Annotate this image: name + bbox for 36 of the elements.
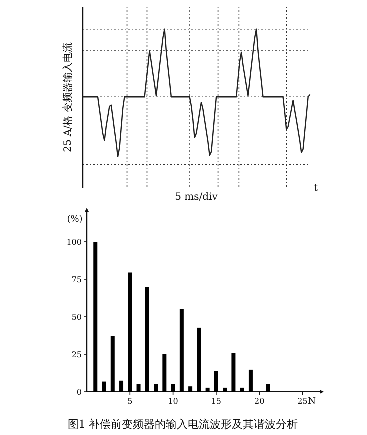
bar bbox=[171, 384, 176, 392]
bar bbox=[154, 384, 158, 392]
x-axis-title: N bbox=[308, 397, 316, 407]
bar bbox=[266, 384, 270, 392]
y-tick-label: 50 bbox=[72, 313, 82, 322]
bar bbox=[223, 388, 228, 392]
bar bbox=[110, 336, 115, 392]
x-tick-label: 10 bbox=[168, 397, 178, 406]
x-tick-label: 25 bbox=[298, 397, 308, 406]
bar bbox=[197, 328, 202, 392]
bar bbox=[162, 354, 167, 392]
y-axis-title: 25 A/格 变频器输入电流 bbox=[62, 42, 74, 152]
caption: 图1 补偿前变频器的输入电流波形及其谐波分析 bbox=[68, 418, 298, 431]
bar bbox=[188, 386, 193, 392]
x-axis-title: 5 ms/div bbox=[175, 192, 218, 203]
y-tick-label: 100 bbox=[66, 238, 82, 247]
bar bbox=[128, 272, 132, 392]
text: t bbox=[314, 183, 318, 194]
x-tick-label: 20 bbox=[254, 397, 265, 406]
y-tick-label: 75 bbox=[72, 276, 82, 284]
bar bbox=[94, 242, 98, 392]
bar bbox=[240, 388, 244, 392]
bar bbox=[136, 384, 141, 392]
y-tick-label: 0 bbox=[76, 388, 82, 397]
bar bbox=[206, 388, 210, 392]
bar bbox=[102, 382, 106, 392]
x-tick-label: 15 bbox=[211, 397, 222, 406]
bar bbox=[214, 371, 218, 392]
bar bbox=[180, 309, 184, 392]
y-axis-title: (%) bbox=[67, 215, 83, 225]
bar bbox=[232, 353, 236, 392]
y-tick-label: 25 bbox=[72, 350, 82, 360]
bar bbox=[145, 287, 150, 392]
x-tick-label: 5 bbox=[128, 397, 133, 406]
bar bbox=[248, 370, 253, 392]
bar bbox=[120, 380, 124, 392]
